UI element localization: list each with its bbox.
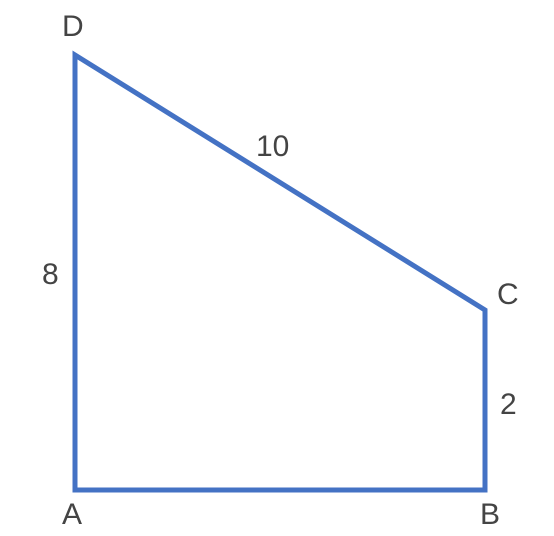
edge-label-bc: 2 bbox=[500, 388, 517, 422]
vertex-label-d: D bbox=[62, 10, 84, 44]
edge-label-da: 8 bbox=[42, 258, 59, 292]
edge-label-cd: 10 bbox=[256, 130, 289, 164]
vertex-label-a: A bbox=[62, 498, 82, 532]
geometry-diagram: A B C D 2 10 8 bbox=[0, 0, 554, 536]
polygon-svg bbox=[0, 0, 554, 536]
vertex-label-c: C bbox=[497, 278, 519, 312]
vertex-label-b: B bbox=[480, 498, 500, 532]
quadrilateral-abcd bbox=[75, 55, 485, 490]
